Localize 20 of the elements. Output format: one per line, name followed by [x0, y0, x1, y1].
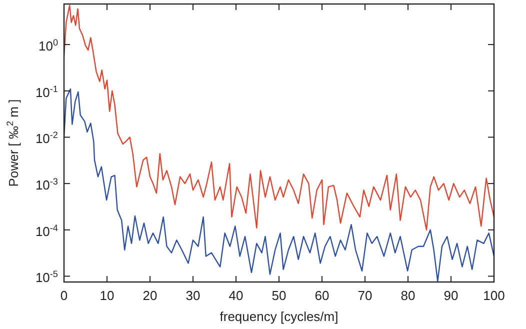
x-tick-label: 50	[272, 288, 286, 303]
y-tick-label: 10$^{0}$	[38, 38, 58, 54]
y-tick-label: 10$^{-1}$	[35, 84, 58, 100]
line-series	[64, 4, 494, 230]
y-tick-label: 10$^{-3}$	[35, 176, 58, 193]
y-tick-label: 10$^{-2}$	[35, 130, 58, 146]
y-tick-label: 10$^{-5}$	[35, 269, 58, 286]
x-tick-label: 60	[314, 288, 330, 303]
x-tick-label: 30	[186, 288, 200, 303]
x-tick-label: 20	[142, 288, 158, 303]
x-tick-label: 90	[444, 288, 458, 303]
x-tick-label: 40	[228, 288, 244, 303]
x-tick-label: 70	[358, 288, 372, 303]
x-tick-label: 100	[483, 288, 505, 303]
line-series	[64, 88, 494, 282]
x-tick-label: 0	[60, 288, 68, 303]
y-tick-label: 10$^{-4}$	[35, 222, 58, 239]
x-tick-label: 80	[400, 288, 416, 303]
x-axis-title: frequency [cycles/m]	[220, 309, 338, 324]
x-tick-label: 10	[100, 288, 114, 303]
